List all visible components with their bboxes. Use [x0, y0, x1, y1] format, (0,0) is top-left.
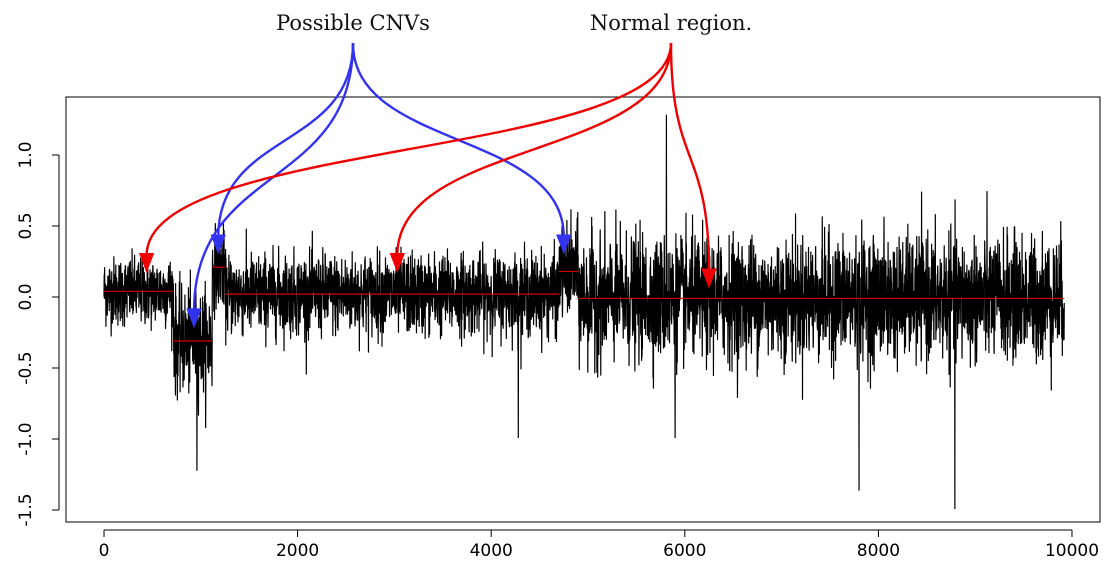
y-tick-label: -0.5 [16, 351, 36, 384]
y-tick-label: -1.5 [16, 493, 36, 526]
annotation-arrowhead [389, 252, 406, 273]
y-axis: -1.5 -1.0 -0.5 0.0 0.5 1.0 [16, 141, 60, 527]
annotation-arrow [145, 42, 673, 256]
y-tick-label: 1.0 [16, 141, 36, 168]
annotation-arrow [217, 42, 355, 237]
annotation-arrowhead [186, 308, 202, 329]
x-tick-label: 4000 [470, 541, 513, 561]
x-tick-label: 6000 [663, 541, 706, 561]
signal-series [103, 114, 1065, 510]
annotation-arrowhead [701, 268, 717, 289]
x-tick-label: 8000 [857, 541, 900, 561]
annotation-label: Possible CNVs [276, 11, 430, 35]
y-tick-label: 0.0 [16, 283, 36, 310]
annotation-label: Normal region. [590, 11, 752, 35]
annotation-arrow [396, 42, 673, 256]
segment-means-series [104, 266, 1065, 342]
annotation-arrowhead [210, 234, 226, 255]
y-tick-label: -1.0 [16, 422, 36, 455]
x-tick-label: 2000 [276, 541, 319, 561]
annotation-arrowhead [556, 234, 572, 255]
signal-line [103, 114, 1065, 510]
annotation-arrow [669, 42, 711, 272]
x-tick-label: 0 [99, 541, 110, 561]
annotations: Possible CNVs Normal region. [138, 11, 752, 329]
annotation-arrowhead [138, 252, 155, 273]
plot-frame [65, 96, 1101, 523]
y-tick-label: 0.5 [16, 212, 36, 239]
x-tick-label: 10000 [1045, 541, 1099, 561]
x-axis: 0 2000 4000 6000 8000 10000 [99, 529, 1099, 561]
